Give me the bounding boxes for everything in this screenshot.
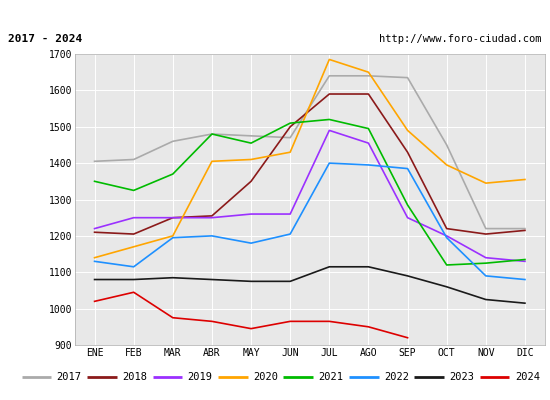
Text: 2021: 2021 bbox=[318, 372, 344, 382]
Text: 2019: 2019 bbox=[188, 372, 213, 382]
Text: 2018: 2018 bbox=[122, 372, 147, 382]
Text: 2017 - 2024: 2017 - 2024 bbox=[8, 34, 82, 44]
Text: 2023: 2023 bbox=[449, 372, 475, 382]
Text: 2020: 2020 bbox=[253, 372, 278, 382]
Text: Evolucion del paro registrado en Berja: Evolucion del paro registrado en Berja bbox=[109, 6, 441, 22]
Text: 2022: 2022 bbox=[384, 372, 409, 382]
Text: 2017: 2017 bbox=[57, 372, 82, 382]
Text: 2024: 2024 bbox=[515, 372, 540, 382]
Text: http://www.foro-ciudad.com: http://www.foro-ciudad.com bbox=[379, 34, 542, 44]
